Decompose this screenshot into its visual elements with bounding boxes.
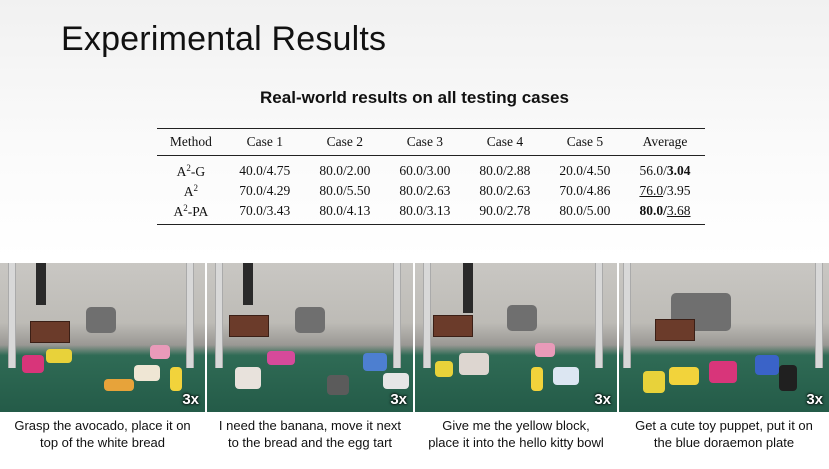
- table-cell: 70.0/3.43: [239, 202, 291, 218]
- speed-badge: 3x: [182, 391, 199, 408]
- header-method: Method: [169, 134, 212, 149]
- frame-post: [595, 263, 603, 368]
- toy-object: [267, 351, 295, 365]
- toy-object: [134, 365, 160, 381]
- frame-post: [393, 263, 401, 368]
- table-cell: 20.0/4.50: [559, 162, 611, 178]
- table-cell: 90.0/2.78: [479, 202, 531, 218]
- header-case-1: Case 1: [246, 134, 283, 149]
- table-row: A2 70.0/4.29 80.0/5.50 80.0/2.63 80.0/2.…: [157, 180, 705, 200]
- toy-object: [553, 367, 579, 385]
- robot-arm: [295, 307, 325, 333]
- demo-video-frame[interactable]: 3x: [415, 263, 617, 412]
- toy-object: [535, 343, 555, 357]
- demo-caption: I need the banana, move it next to the b…: [218, 418, 402, 450]
- table-cell: 80.0/3.13: [399, 202, 451, 218]
- average-cell: 76.0/3.95: [639, 182, 691, 198]
- header-average: Average: [642, 134, 688, 149]
- frame-post: [423, 263, 431, 368]
- header-case-4: Case 4: [486, 134, 524, 149]
- header-case-3: Case 3: [406, 134, 444, 149]
- frame-post: [186, 263, 194, 368]
- demo-caption: Give me the yellow block, place it into …: [428, 418, 604, 450]
- toy-object: [22, 355, 44, 373]
- toy-object: [363, 353, 387, 371]
- toy-object: [46, 349, 72, 363]
- frame-post: [215, 263, 223, 368]
- toy-object: [779, 365, 797, 391]
- speed-badge: 3x: [806, 391, 823, 408]
- robot-arm: [507, 305, 537, 331]
- brown-box: [433, 315, 473, 337]
- robot-gripper: [36, 263, 46, 305]
- toy-object: [150, 345, 170, 359]
- results-table: Method Case 1 Case 2 Case 3 Case 4 Case …: [157, 128, 705, 225]
- table-cell: 80.0/2.63: [399, 182, 451, 198]
- frame-post: [815, 263, 823, 368]
- frame-post: [8, 263, 16, 368]
- method-cell: A2: [183, 183, 199, 199]
- robot-arm: [86, 307, 116, 333]
- brown-box: [229, 315, 269, 337]
- toy-object: [435, 361, 453, 377]
- table-row: A2-PA 70.0/3.43 80.0/4.13 80.0/3.13 90.0…: [157, 200, 705, 225]
- toy-object: [531, 367, 543, 391]
- method-cell: A2-G: [176, 163, 206, 179]
- table-cell: 70.0/4.86: [559, 182, 611, 198]
- demo-caption: Grasp the avocado, place it on top of th…: [14, 418, 191, 450]
- toy-object: [327, 375, 349, 395]
- toy-object: [669, 367, 699, 385]
- demo-video-strip: 3x 3x 3x 3x: [0, 263, 829, 412]
- slide-title: Experimental Results: [61, 20, 387, 58]
- captions-row: Grasp the avocado, place it on top of th…: [0, 417, 829, 457]
- demo-video-frame[interactable]: 3x: [0, 263, 205, 412]
- demo-video-frame[interactable]: 3x: [619, 263, 829, 412]
- header-case-2: Case 2: [326, 134, 364, 149]
- table-cell: 80.0/4.13: [319, 202, 371, 218]
- table-title: Real-world results on all testing cases: [260, 88, 569, 107]
- speed-badge: 3x: [594, 391, 611, 408]
- robot-gripper: [463, 263, 473, 313]
- demo-caption: Get a cute toy puppet, put it on the blu…: [635, 418, 813, 450]
- table-cell: 60.0/3.00: [399, 162, 451, 178]
- table-cell: 80.0/2.63: [479, 182, 531, 198]
- toy-object: [755, 355, 779, 375]
- toy-object: [170, 367, 182, 391]
- speed-badge: 3x: [390, 391, 407, 408]
- toy-object: [643, 371, 665, 393]
- average-cell: 56.0/3.04: [639, 162, 691, 178]
- toy-object: [235, 367, 261, 389]
- method-cell: A2-PA: [173, 203, 209, 219]
- table-cell: 70.0/4.29: [239, 182, 291, 198]
- average-cell: 80.0/3.68: [639, 202, 691, 218]
- frame-post: [623, 263, 631, 368]
- toy-object: [383, 373, 409, 389]
- table-cell: 80.0/5.00: [559, 202, 611, 218]
- brown-box: [655, 319, 695, 341]
- toy-object: [104, 379, 134, 391]
- table-row: A2-G 40.0/4.75 80.0/2.00 60.0/3.00 80.0/…: [157, 156, 705, 181]
- robot-gripper: [243, 263, 253, 305]
- toy-object: [459, 353, 489, 375]
- table-cell: 80.0/2.00: [319, 162, 371, 178]
- toy-object: [709, 361, 737, 383]
- table-cell: 80.0/2.88: [479, 162, 531, 178]
- table-cell: 40.0/4.75: [239, 162, 291, 178]
- demo-video-frame[interactable]: 3x: [207, 263, 413, 412]
- header-case-5: Case 5: [566, 134, 604, 149]
- table-header-row: Method Case 1 Case 2 Case 3 Case 4 Case …: [157, 128, 705, 156]
- brown-box: [30, 321, 70, 343]
- table-cell: 80.0/5.50: [319, 182, 371, 198]
